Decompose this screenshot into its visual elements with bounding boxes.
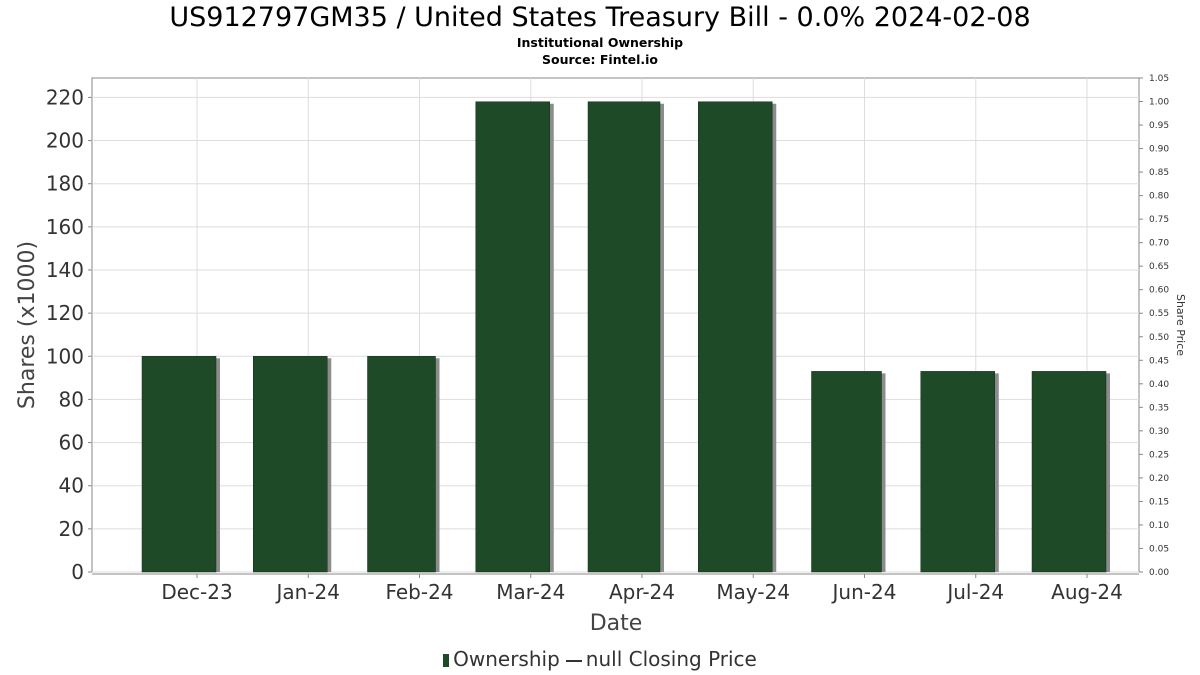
y2-tick-label: 0.90 <box>1149 145 1169 155</box>
y2-tick-label: 1.05 <box>1149 74 1169 84</box>
x-tick-label: Dec-23 <box>161 580 232 604</box>
y-tick-label: 80 <box>59 387 84 411</box>
y2-tick-label: 0.05 <box>1149 544 1169 554</box>
y-tick-label: 0 <box>71 560 84 584</box>
y-tick-label: 40 <box>59 474 84 498</box>
y-tick-label: 220 <box>46 85 84 109</box>
x-tick-label: Apr-24 <box>609 580 675 604</box>
x-axis-label: Date <box>590 611 643 636</box>
ownership-bar <box>920 371 995 573</box>
ownership-bar <box>1031 371 1107 573</box>
ownership-chart: 0 20 40 60 80 100 120 140 160 180 200 220 0.00 0.05 0.… <box>15 74 1187 636</box>
ownership-legend-label: Ownership <box>453 647 560 671</box>
y2-tick-label: 0.30 <box>1149 427 1169 437</box>
x-tick-label: Jul-24 <box>945 580 1004 604</box>
chart-title: US912797GM35 / United States Treasury Bi… <box>169 2 1031 33</box>
y2-tick-label: 0.75 <box>1149 215 1169 225</box>
ownership-bar <box>141 356 217 573</box>
y-tick-label: 160 <box>46 215 84 239</box>
y2-tick-label: 0.80 <box>1149 192 1169 202</box>
y2-tick-label: 0.50 <box>1149 333 1169 343</box>
chart-subtitle: Institutional Ownership <box>516 35 684 50</box>
x-tick-label: May-24 <box>716 580 790 604</box>
y-axis-label: Shares (x1000) <box>15 241 40 409</box>
y-tick-label: 120 <box>46 301 84 325</box>
price-legend-line <box>565 659 582 662</box>
y-tick-label: 20 <box>59 517 84 541</box>
y2-tick-label: 0.45 <box>1149 356 1169 366</box>
y2-tick-label: 0.40 <box>1149 380 1169 390</box>
x-tick-label: Feb-24 <box>385 580 453 604</box>
y-tick-label: 60 <box>59 431 84 455</box>
ownership-bar <box>587 101 661 573</box>
bar-layer <box>141 101 1110 573</box>
y2-tick-label: 0.35 <box>1149 403 1169 413</box>
y2-tick-label: 0.60 <box>1149 286 1169 296</box>
price-legend-label: null Closing Price <box>585 647 757 671</box>
x-tick-label: Aug-24 <box>1051 580 1123 604</box>
y2-tick-label: 0.70 <box>1149 239 1169 249</box>
x-tick-label: Jun-24 <box>831 580 897 604</box>
y-tick-label: 180 <box>46 172 84 196</box>
y2-tick-label: 0.95 <box>1149 121 1169 131</box>
ownership-bar <box>811 371 882 573</box>
ownership-bar <box>475 101 550 573</box>
y-tick-label: 100 <box>46 344 84 368</box>
y2-tick-label: 0.10 <box>1149 521 1169 531</box>
ownership-bar <box>367 356 436 573</box>
ownership-bar <box>253 356 328 573</box>
ownership-bar <box>698 101 773 573</box>
y-tick-label: 140 <box>46 258 84 282</box>
y2-tick-label: 0.20 <box>1149 474 1169 484</box>
y2-tick-label: 1.00 <box>1149 98 1169 108</box>
y2-tick-label: 0.55 <box>1149 309 1169 319</box>
y-tick-label: 200 <box>46 129 84 153</box>
y2-tick-label: 0.25 <box>1149 450 1169 460</box>
y2-tick-label: 0.00 <box>1149 568 1169 578</box>
x-tick-label: Mar-24 <box>496 580 565 604</box>
y2-axis-label: Share Price <box>1174 294 1187 356</box>
legend: Ownership null Closing Price <box>0 647 1200 671</box>
chart-source: Source: Fintel.io <box>542 52 658 67</box>
y2-tick-label: 0.85 <box>1149 168 1169 178</box>
ownership-legend-swatch <box>443 654 450 667</box>
axis-layer: 0 20 40 60 80 100 120 140 160 180 200 220 0.00 0.05 0.… <box>46 74 1170 604</box>
y2-tick-label: 0.65 <box>1149 262 1169 272</box>
x-tick-label: Jan-24 <box>275 580 341 604</box>
y2-tick-label: 0.15 <box>1149 497 1169 507</box>
